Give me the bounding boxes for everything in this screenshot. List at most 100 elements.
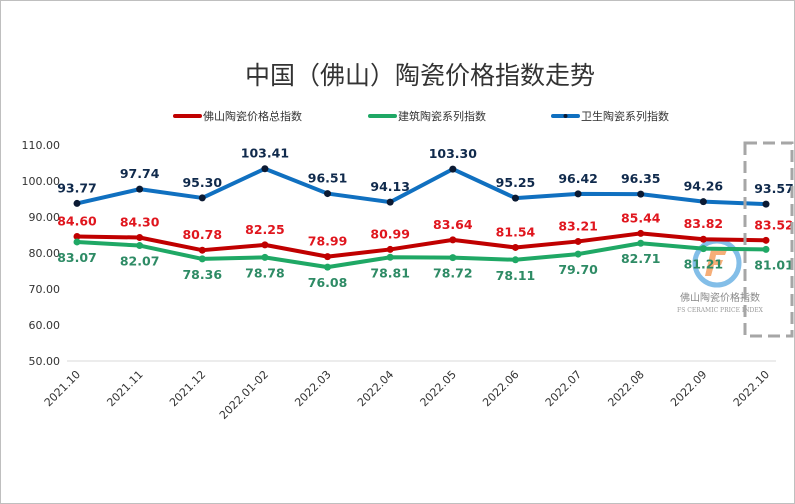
x-tick-label: 2021.10	[42, 368, 83, 409]
y-tick-label: 70.00	[29, 283, 61, 296]
x-tick-label: 2021.11	[104, 368, 145, 409]
data-label: 82.71	[621, 251, 661, 266]
data-point	[386, 253, 394, 261]
data-label: 103.30	[429, 146, 478, 161]
data-point	[449, 254, 457, 262]
x-tick-label: 2021.12	[167, 368, 208, 409]
data-label: 95.30	[182, 175, 222, 190]
data-point	[637, 229, 645, 237]
y-tick-label: 100.00	[22, 175, 61, 188]
data-label: 82.07	[120, 254, 160, 269]
data-label: 84.60	[57, 213, 97, 228]
x-axis: 2021.10 2021.11 2021.12 2022.01-02 2022.03 20…	[42, 360, 776, 422]
data-point	[386, 245, 394, 253]
data-labels: 84.60 84.30 80.78 82.25 78.99 80.99 83.64 81.54…	[57, 146, 794, 290]
data-point	[136, 185, 144, 193]
data-point	[449, 236, 457, 244]
chart-title: 中国（佛山）陶瓷价格指数走势	[245, 61, 595, 90]
x-tick-label: 2022.04	[355, 368, 396, 409]
data-label: 94.26	[684, 179, 724, 194]
data-point	[637, 239, 645, 247]
data-label: 81.54	[496, 224, 536, 239]
legend-marker	[563, 114, 568, 118]
legend-item: 佛山陶瓷价格总指数	[173, 109, 302, 123]
data-point	[324, 253, 332, 261]
data-label: 83.82	[684, 216, 724, 231]
watermark-logo: 佛山陶瓷价格指数 FS CERAMIC PRICE INDEX	[677, 238, 764, 314]
data-label: 83.07	[57, 250, 97, 265]
y-tick-label: 60.00	[29, 319, 61, 332]
data-label: 79.70	[558, 262, 598, 277]
data-label: 78.36	[182, 267, 222, 282]
data-label: 83.52	[754, 217, 794, 232]
data-label: 94.13	[370, 179, 410, 194]
legend-item: 建筑陶瓷系列指数	[368, 109, 486, 123]
data-point	[637, 190, 645, 198]
data-point	[261, 241, 269, 249]
data-label: 80.78	[182, 227, 222, 242]
x-tick-label: 2022.07	[543, 368, 584, 409]
data-point	[449, 165, 457, 173]
legend-marker	[380, 114, 385, 118]
legend-item: 卫生陶瓷系列指数	[551, 109, 669, 123]
data-label: 96.42	[558, 171, 598, 186]
data-point	[574, 190, 582, 198]
data-point	[73, 238, 81, 246]
y-axis: 110.00 100.00 90.00 80.00 70.00 60.00 50.00	[22, 139, 61, 368]
series-line	[76, 166, 767, 207]
series-line	[76, 231, 767, 259]
data-point	[261, 253, 269, 261]
data-label: 81.21	[684, 257, 724, 272]
x-tick-label: 2022.03	[292, 368, 333, 409]
watermark-name: 佛山陶瓷价格指数	[680, 291, 760, 304]
data-point	[261, 165, 269, 173]
legend-label: 佛山陶瓷价格总指数	[203, 109, 302, 123]
data-point	[762, 200, 770, 208]
y-tick-label: 90.00	[29, 211, 61, 224]
x-tick-label: 2022.06	[480, 368, 521, 409]
data-point	[574, 237, 582, 245]
x-tick-label: 2022.08	[605, 368, 646, 409]
data-label: 83.21	[558, 218, 598, 233]
data-label: 93.77	[57, 180, 97, 195]
data-label: 78.99	[308, 234, 348, 249]
data-point	[324, 263, 332, 271]
legend: 佛山陶瓷价格总指数 建筑陶瓷系列指数 卫生陶瓷系列指数	[173, 109, 669, 123]
data-point	[198, 255, 206, 263]
data-point	[511, 194, 519, 202]
data-label: 85.44	[621, 210, 661, 225]
data-point	[699, 198, 707, 206]
data-point	[73, 199, 81, 207]
data-point	[762, 236, 770, 244]
legend-label: 卫生陶瓷系列指数	[581, 109, 669, 123]
data-point	[136, 234, 144, 242]
data-label: 97.74	[120, 166, 160, 181]
data-point	[198, 246, 206, 254]
data-label: 95.25	[496, 175, 536, 190]
data-point	[198, 194, 206, 202]
legend-label: 建筑陶瓷系列指数	[398, 109, 486, 123]
data-label: 82.25	[245, 222, 285, 237]
watermark-sub: FS CERAMIC PRICE INDEX	[677, 307, 764, 314]
highlight-box	[743, 141, 794, 338]
data-label: 84.30	[120, 215, 160, 230]
data-label: 96.51	[308, 171, 348, 186]
x-tick-label: 2022.05	[418, 368, 459, 409]
data-point	[574, 250, 582, 258]
data-label: 83.64	[433, 217, 473, 232]
data-label: 81.01	[754, 257, 794, 272]
data-point	[386, 198, 394, 206]
data-label: 93.57	[754, 181, 794, 196]
data-point	[324, 190, 332, 198]
data-label: 78.78	[245, 265, 285, 280]
data-label: 96.35	[621, 171, 661, 186]
x-tick-label: 2022.09	[668, 368, 709, 409]
x-tick-label: 2022.10	[731, 368, 772, 409]
series-group	[73, 165, 770, 271]
data-label: 76.08	[308, 275, 348, 290]
data-label: 103.41	[241, 146, 289, 161]
data-point	[699, 235, 707, 243]
y-tick-label: 110.00	[22, 139, 61, 152]
data-label: 78.81	[370, 265, 410, 280]
